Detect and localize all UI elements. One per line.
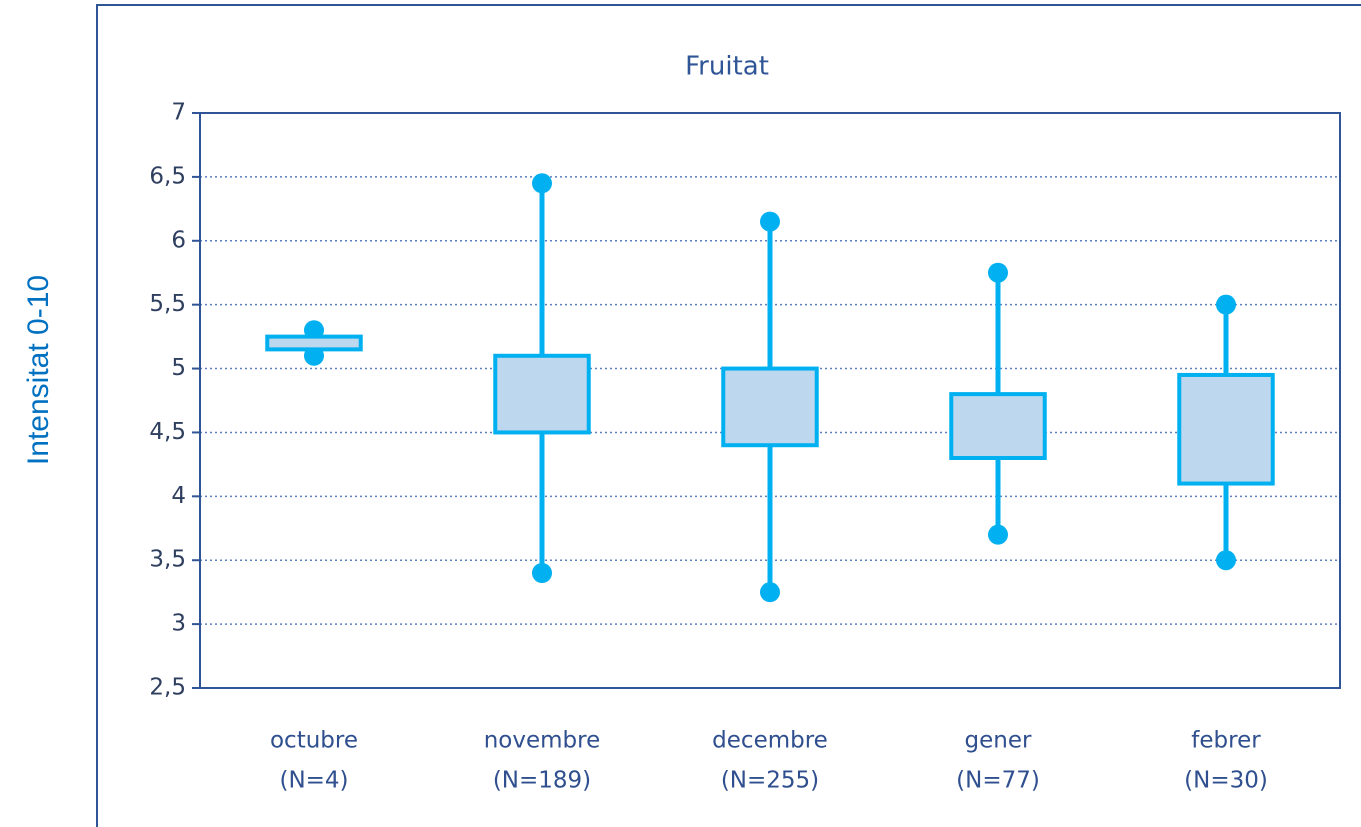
whisker-max	[760, 211, 780, 232]
whisker-max	[532, 173, 552, 194]
x-tick-label: (N=77)	[956, 768, 1040, 794]
x-tick-label: octubre	[270, 728, 358, 754]
y-tick-label: 6	[171, 227, 186, 253]
box	[265, 334, 363, 352]
whisker-min	[532, 563, 552, 583]
y-tick-label: 5	[171, 355, 186, 381]
whisker-min	[988, 524, 1008, 545]
box	[493, 353, 591, 435]
box	[1177, 372, 1275, 486]
x-tick-label: decembre	[712, 728, 828, 754]
box	[949, 392, 1047, 461]
chart-title: Fruitat	[685, 52, 769, 82]
y-tick-label: 5,5	[149, 291, 186, 317]
whisker-min	[1216, 550, 1236, 571]
box	[721, 366, 819, 448]
y-tick-label: 4	[171, 483, 186, 509]
y-tick-label: 6,5	[149, 163, 186, 189]
y-axis-title: Intensitat 0-10	[22, 275, 55, 465]
x-tick-label: (N=30)	[1184, 768, 1268, 794]
whisker-max	[1216, 294, 1236, 315]
whisker-min	[760, 582, 780, 603]
plot-frame	[199, 112, 1341, 689]
x-tick-label: febrer	[1191, 728, 1261, 754]
x-tick-label: gener	[965, 728, 1032, 754]
y-tick-label: 4,5	[149, 419, 186, 445]
chart-frame	[96, 4, 1361, 827]
y-tick-label: 7	[171, 100, 186, 126]
x-tick-label: (N=189)	[493, 768, 591, 794]
y-tick-label: 3	[171, 611, 186, 637]
x-tick-label: (N=4)	[279, 768, 348, 794]
x-tick-label: novembre	[484, 728, 601, 754]
y-tick-label: 2,5	[149, 675, 186, 701]
y-tick-label: 3,5	[149, 547, 186, 573]
x-tick-label: (N=255)	[721, 768, 819, 794]
whisker-max	[988, 262, 1008, 283]
